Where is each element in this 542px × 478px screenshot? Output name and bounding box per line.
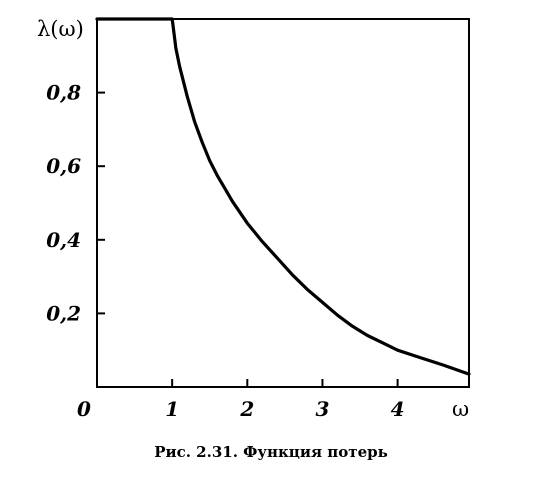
y-axis-title: λ(ω) — [37, 17, 84, 41]
y-tick-label: 0,2 — [46, 301, 81, 325]
plot-frame — [96, 18, 470, 388]
series-line — [95, 17, 471, 376]
y-tick-label: 0,8 — [46, 81, 81, 105]
x-tick-label: 3 — [315, 397, 329, 421]
y-tick-label: 0,6 — [46, 154, 81, 178]
x-tick-label: 4 — [391, 397, 405, 421]
figure-caption: Рис. 2.31. Функция потерь — [154, 443, 388, 461]
y-ticks: 0,2 0,4 0,6 0,8 — [46, 81, 105, 325]
x-axis-title: ω — [452, 397, 469, 421]
x-ticks: 1 2 3 4 — [165, 379, 405, 421]
origin-label: 0 — [77, 397, 91, 421]
y-tick-label: 0,4 — [46, 228, 81, 252]
x-tick-label: 2 — [239, 397, 254, 421]
x-tick-label: 1 — [165, 397, 179, 421]
